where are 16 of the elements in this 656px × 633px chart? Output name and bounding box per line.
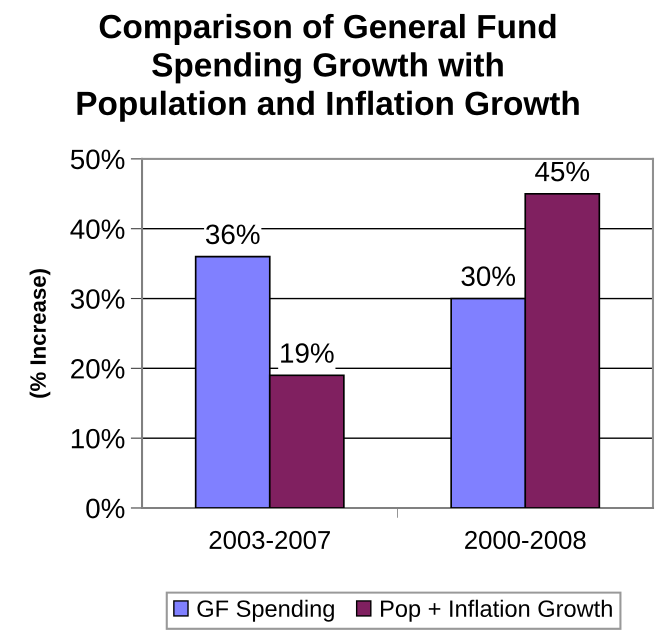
y-tick-label: 10%: [72, 428, 124, 448]
data-label: 30%: [461, 266, 516, 286]
data-label: 36%: [206, 224, 260, 244]
x-tick-label: 2000-2008: [465, 530, 586, 550]
legend-label: GF Spending: [197, 600, 334, 622]
data-label: 45%: [535, 162, 590, 182]
data-label: 19%: [281, 343, 334, 363]
y-axis-title: (% Increase): [30, 269, 50, 398]
x-tick-label: 2003-2007: [210, 530, 330, 550]
y-tick-label: 30%: [70, 289, 124, 309]
y-tick-label: 40%: [70, 219, 124, 240]
y-tick-label: 20%: [71, 359, 124, 379]
y-tick-label: 50%: [70, 150, 124, 170]
y-tick-label: 0%: [86, 498, 124, 518]
chart-title: Comparison of General Fund Spending Growth with Population and Inflation Growth: [77, 14, 579, 122]
legend-label: Pop + Inflation Growth: [381, 600, 612, 622]
